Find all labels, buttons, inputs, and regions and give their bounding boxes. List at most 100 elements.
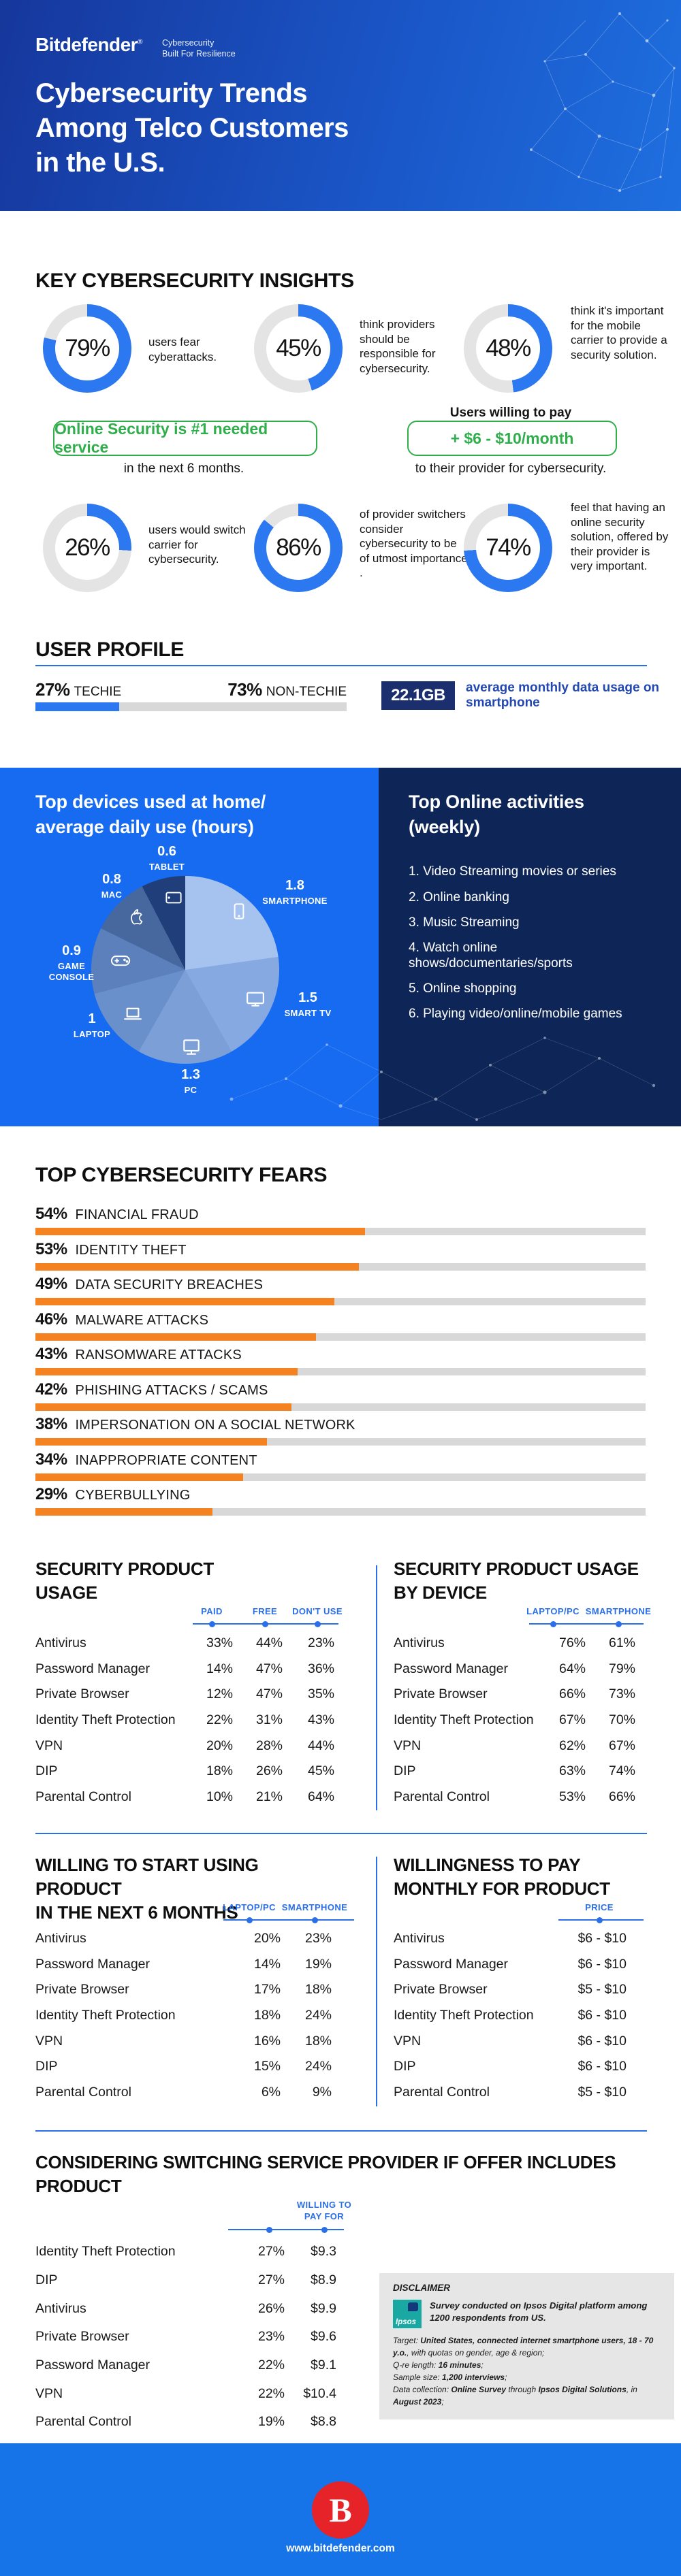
devices-pie-chart [91,876,279,1064]
data-usage-badge: 22.1GB [381,681,455,710]
fear-row: 54% FINANCIAL FRAUD [35,1205,646,1235]
techie-label: 27% TECHIE [35,679,122,700]
header-axis-line [223,1919,354,1921]
donut-chart-86: 86% [254,504,343,592]
fear-row: 53% IDENTITY THEFT [35,1240,646,1271]
fear-row: 49% DATA SECURITY BREACHES [35,1275,646,1305]
logo-tagline: Cybersecurity Built For Resilience [162,38,236,59]
fear-bar [35,1473,646,1481]
donut-chart-48: 48% [464,304,552,393]
disclaimer-details: Target: United States, connected interne… [393,2336,654,2407]
header-banner: Bitdefender® Cybersecurity Built For Res… [0,0,681,211]
activity-item: 5. Online shopping [409,981,517,996]
table-divider [376,1565,377,1810]
network-mesh-decoration [530,12,676,192]
axis-dot [312,1917,318,1923]
footer-url[interactable]: www.bitdefender.com [286,2543,395,2554]
header-axis-line [228,2229,344,2230]
table-divider [376,1857,377,2106]
price-range-badge: + $6 - $10/month [407,421,617,456]
ipsos-logo: Ipsos [393,2300,422,2328]
column-header-willing-pay-for: WILLING TO PAY FOR [296,2200,352,2221]
fear-row: 42% PHISHING ATTACKS / SCAMS [35,1380,646,1411]
section-divider [35,2130,647,2132]
section-divider [35,1833,647,1834]
usage-table: Antivirus 33% 44% 23% Password Manager 14% 47… [35,1635,334,1804]
donut-chart-79: 79% [43,304,131,393]
pie-label-laptop: 1 LAPTOP [73,1011,111,1039]
donut-chart-74: 74% [464,504,552,592]
devices-title: Top devices used at home/ average daily … [35,792,266,837]
bitdefender-logo: Bitdefender® [35,34,142,55]
donut-caption: think providers should be responsible fo… [360,318,436,375]
registered-mark: ® [138,38,142,46]
willing-start-title: WILLING TO START USING PRODUCT IN THE NEX… [35,1855,259,1923]
activity-item: 6. Playing video/online/mobile games [409,1007,622,1021]
gamepad-icon [110,956,131,966]
techie-split-fill [35,702,120,711]
header-axis-line [529,1623,644,1625]
badge-subcaption: to their provider for cybersecurity. [415,461,607,476]
column-header-smartphone: SMARTPHONE [281,1902,348,1912]
activity-item: 3. Music Streaming [409,915,520,930]
fears-heading: TOP CYBERSECURITY FEARS [35,1164,328,1186]
axis-dot [321,2227,328,2233]
smartphone-icon [234,903,244,919]
willing-pay-title: WILLINGNESS TO PAY MONTHLY FOR PRODUCT [394,1855,610,1899]
axis-dot [247,1917,253,1923]
fear-bar [35,1228,646,1235]
disclaimer-intro: Survey conducted on Ipsos Digital platfo… [430,2300,648,2323]
laptop-icon [124,1007,142,1020]
disclaimer-heading: DISCLAIMER [393,2283,450,2293]
column-header-free: FREE [252,1606,278,1616]
smart-tv-icon [247,992,264,1007]
usage-by-device-table: Antivirus 76% 61% Password Manager 64% 79% P… [394,1635,635,1804]
bitdefender-b-logo: B [312,2481,369,2539]
tablet-icon [165,892,182,904]
pie-label-tablet: 0.6 TABLET [148,844,185,872]
fear-bar [35,1368,646,1375]
willing-pay-caption: Users willing to pay [449,406,572,420]
column-header-laptop-pc: LAPTOP/PC [223,1902,276,1912]
column-header-price: PRICE [585,1902,614,1912]
pie-label-pc: 1.3 PC [181,1067,200,1095]
activity-item: 2. Online banking [409,890,509,904]
pie-label-game-console: 0.9 GAME CONSOLE [48,943,95,983]
donut-caption: users fear cyberattacks. [148,336,217,363]
disclaimer-box: DISCLAIMER Ipsos Survey conducted on Ips… [379,2273,674,2419]
fear-row: 43% RANSOMWARE ATTACKS [35,1345,646,1375]
donut-chart-26: 26% [43,504,131,592]
switching-title: CONSIDERING SWITCHING SERVICE PROVIDER I… [35,2152,616,2196]
pie-label-mac: 0.8 MAC [101,872,123,900]
donut-caption: users would switch carrier for cybersecu… [148,523,246,566]
activity-item: 1. Video Streaming movies or series [409,864,616,879]
pie-label-smart-tv: 1.5 SMART TV [284,990,332,1018]
techie-split-bar [35,702,347,711]
user-profile-heading: USER PROFILE [35,638,185,661]
switching-table: Identity Theft Protection 27% $9.3 DIP 27% $… [35,2244,336,2430]
insights-heading: KEY CYBERSECURITY INSIGHTS [35,270,354,292]
axis-dot [262,1621,268,1627]
nontechie-label: 73% NON-TECHIE [227,679,347,700]
axis-dot [597,1917,603,1923]
column-header-laptop-pc: LAPTOP/PC [526,1606,580,1616]
donut-caption: of provider switchers consider cybersecu… [360,508,468,580]
donut-caption: feel that having an online security solu… [571,501,669,573]
fear-bar [35,1508,646,1516]
fear-bar [35,1438,646,1446]
fear-row: 34% INAPPROPRIATE CONTENT [35,1450,646,1481]
column-header-smartphone: SMARTPHONE [585,1606,652,1616]
willing-pay-table: Antivirus $6 - $10 Password Manager $6 - $… [394,1931,627,2100]
donut-caption: think it's important for the mobile carr… [571,304,667,361]
fear-bar [35,1263,646,1271]
needed-service-badge: Online Security is #1 needed service [53,420,317,456]
axis-dot [209,1621,215,1627]
donut-chart-45: 45% [254,304,343,393]
pc-monitor-icon [183,1039,200,1055]
badge-subcaption: in the next 6 months. [123,461,244,476]
column-header-paid: PAID [201,1606,223,1616]
fear-row: 38% IMPERSONATION ON A SOCIAL NETWORK [35,1415,646,1446]
section-divider [35,665,647,666]
usage-by-device-title: SECURITY PRODUCT USAGE BY DEVICE [394,1559,639,1603]
